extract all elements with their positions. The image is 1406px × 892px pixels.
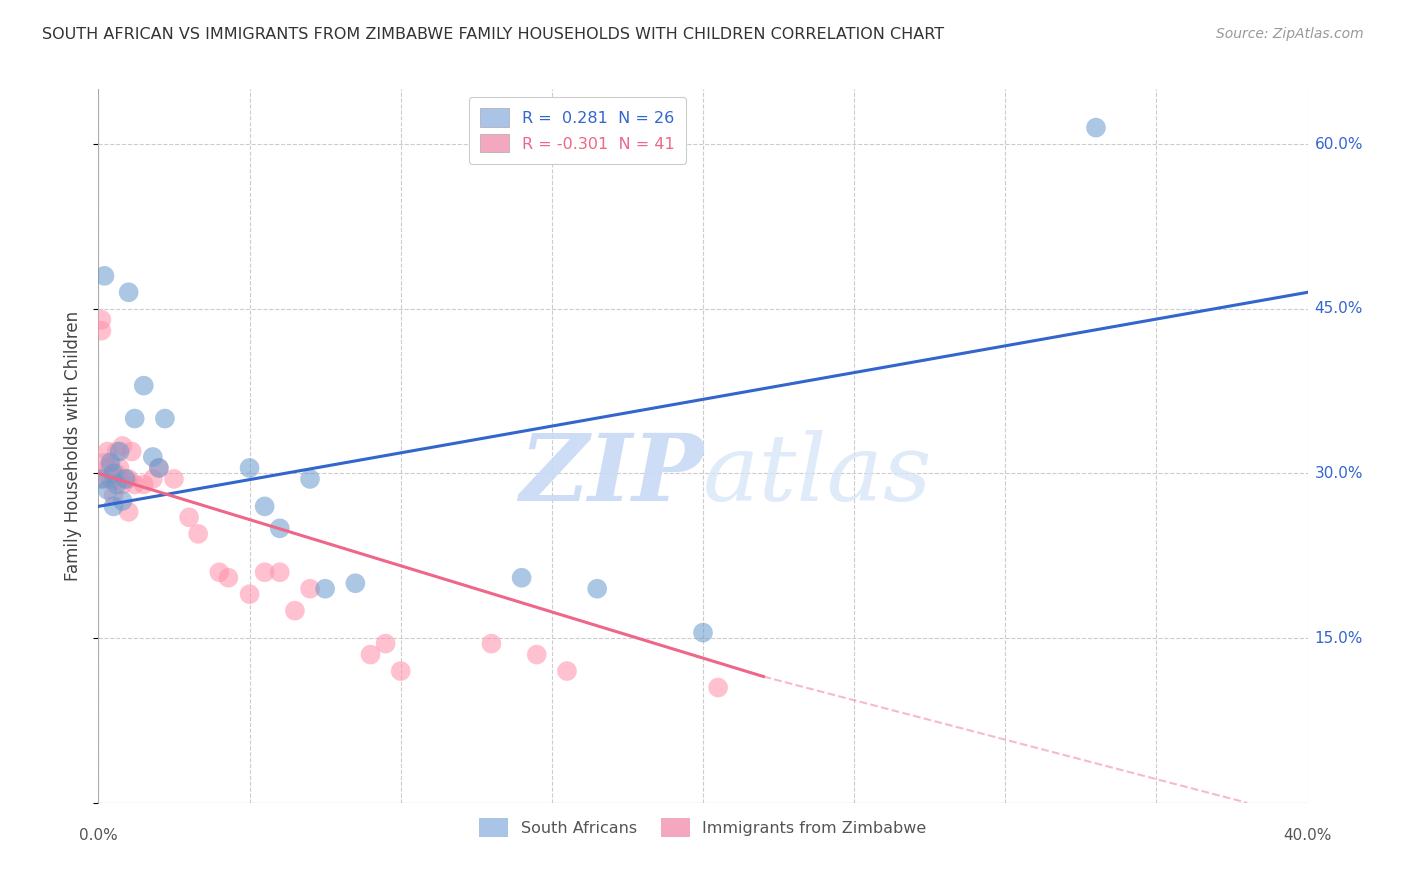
Point <box>239 587 262 601</box>
Point <box>707 681 730 695</box>
Text: atlas: atlas <box>703 430 932 519</box>
Point <box>239 461 262 475</box>
Point <box>105 477 128 491</box>
Point <box>148 461 170 475</box>
Point <box>93 472 115 486</box>
Point <box>108 472 131 486</box>
Point <box>526 648 548 662</box>
Point <box>108 444 131 458</box>
Point <box>100 472 122 486</box>
Point <box>153 411 176 425</box>
Point <box>103 467 125 481</box>
Point <box>96 483 118 497</box>
Point <box>100 461 122 475</box>
Text: 60.0%: 60.0% <box>1315 136 1362 152</box>
Point <box>96 444 118 458</box>
Text: 15.0%: 15.0% <box>1315 631 1362 646</box>
Point <box>118 472 141 486</box>
Point <box>299 582 322 596</box>
Point <box>111 439 134 453</box>
Point <box>108 461 131 475</box>
Text: 30.0%: 30.0% <box>1315 466 1362 481</box>
Point <box>100 455 122 469</box>
Point <box>389 664 412 678</box>
Legend: South Africans, Immigrants from Zimbabwe: South Africans, Immigrants from Zimbabwe <box>471 810 935 845</box>
Text: 45.0%: 45.0% <box>1315 301 1362 317</box>
Point <box>217 571 239 585</box>
Point <box>103 488 125 502</box>
Point <box>93 268 115 283</box>
Y-axis label: Family Households with Children: Family Households with Children <box>65 311 83 581</box>
Point <box>586 582 609 596</box>
Point <box>253 500 276 514</box>
Point <box>93 455 115 469</box>
Point <box>132 477 155 491</box>
Point <box>208 566 231 580</box>
Point <box>124 477 146 491</box>
Point <box>90 312 112 326</box>
Text: SOUTH AFRICAN VS IMMIGRANTS FROM ZIMBABWE FAMILY HOUSEHOLDS WITH CHILDREN CORREL: SOUTH AFRICAN VS IMMIGRANTS FROM ZIMBABW… <box>42 27 945 42</box>
Point <box>121 444 143 458</box>
Point <box>510 571 533 585</box>
Point <box>299 472 322 486</box>
Text: Source: ZipAtlas.com: Source: ZipAtlas.com <box>1216 27 1364 41</box>
Point <box>105 467 128 481</box>
Point <box>269 566 291 580</box>
Point <box>90 472 112 486</box>
Point <box>284 604 307 618</box>
Point <box>103 500 125 514</box>
Point <box>132 378 155 392</box>
Point <box>114 472 136 486</box>
Text: 40.0%: 40.0% <box>1284 828 1331 843</box>
Point <box>105 444 128 458</box>
Point <box>111 477 134 491</box>
Point <box>118 505 141 519</box>
Point <box>314 582 336 596</box>
Text: ZIP: ZIP <box>519 430 703 519</box>
Point <box>374 637 396 651</box>
Point <box>360 648 382 662</box>
Point <box>118 285 141 300</box>
Point <box>124 411 146 425</box>
Point <box>692 625 714 640</box>
Point <box>103 472 125 486</box>
Point <box>481 637 503 651</box>
Point <box>253 566 276 580</box>
Point <box>1085 120 1108 135</box>
Point <box>114 472 136 486</box>
Point <box>148 461 170 475</box>
Text: 0.0%: 0.0% <box>79 828 118 843</box>
Point <box>269 521 291 535</box>
Point <box>90 324 112 338</box>
Point <box>187 526 209 541</box>
Point <box>179 510 201 524</box>
Point <box>344 576 367 591</box>
Point <box>96 461 118 475</box>
Point <box>142 472 165 486</box>
Point <box>555 664 578 678</box>
Point <box>142 450 165 464</box>
Point <box>163 472 186 486</box>
Point <box>111 494 134 508</box>
